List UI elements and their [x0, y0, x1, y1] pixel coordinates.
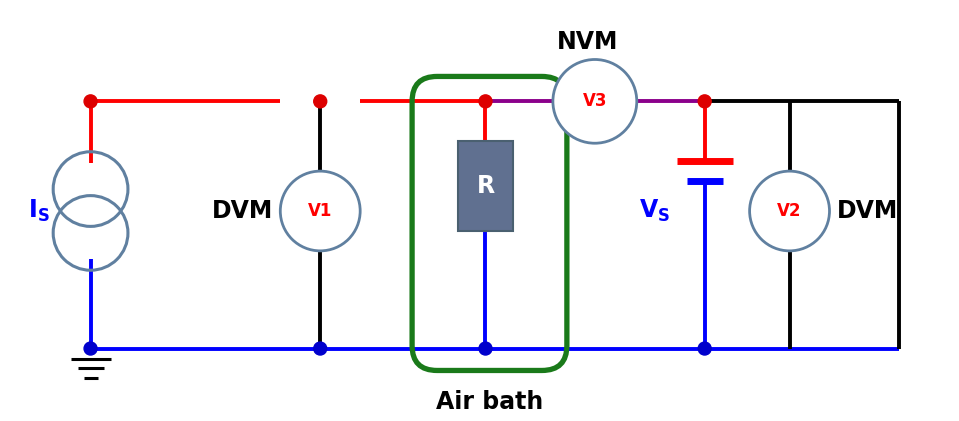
Text: V3: V3 — [582, 92, 607, 110]
Text: DVM: DVM — [212, 199, 273, 223]
Text: V$_\mathbf{S}$: V$_\mathbf{S}$ — [639, 198, 670, 224]
Text: Air bath: Air bath — [436, 390, 544, 414]
Circle shape — [698, 95, 712, 108]
Circle shape — [479, 95, 492, 108]
Text: NVM: NVM — [557, 29, 619, 53]
FancyBboxPatch shape — [458, 141, 513, 231]
Circle shape — [280, 171, 361, 251]
Circle shape — [314, 95, 327, 108]
Circle shape — [479, 342, 492, 355]
Circle shape — [84, 95, 97, 108]
Text: DVM: DVM — [837, 199, 898, 223]
Circle shape — [84, 342, 97, 355]
Text: R: R — [477, 174, 495, 198]
Text: I$_\mathbf{S}$: I$_\mathbf{S}$ — [28, 198, 50, 224]
Text: V1: V1 — [308, 202, 333, 220]
Circle shape — [750, 171, 830, 251]
Circle shape — [553, 59, 637, 143]
Text: V2: V2 — [778, 202, 802, 220]
Circle shape — [698, 342, 712, 355]
Circle shape — [314, 342, 327, 355]
